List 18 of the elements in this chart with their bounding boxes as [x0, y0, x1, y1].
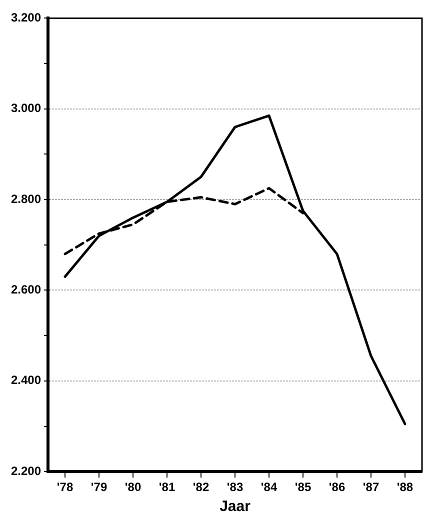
x-tick-label: '87	[362, 480, 380, 494]
x-tick-label: '85	[294, 480, 312, 494]
x-tick-label: '83	[226, 480, 244, 494]
x-tick-label: '88	[396, 480, 414, 494]
x-tick-label: '78	[56, 480, 74, 494]
x-tick-label: '84	[260, 480, 278, 494]
y-tick-label: 3.200	[11, 10, 42, 25]
x-tick-label: '81	[158, 480, 176, 494]
y-tick-label: 2.400	[11, 373, 42, 388]
x-tick-label: '86	[328, 480, 346, 494]
x-tick-label: '79	[90, 480, 108, 494]
y-tick-label: 2.800	[11, 192, 42, 206]
y-tick-label: 2.600	[11, 282, 42, 297]
y-tick-label: 2.200	[11, 464, 42, 478]
x-axis-title: Jaar	[220, 498, 251, 516]
x-tick-label: '82	[192, 480, 210, 494]
y-tick-label: 3.000	[11, 101, 42, 116]
x-tick-label: '80	[124, 480, 142, 494]
